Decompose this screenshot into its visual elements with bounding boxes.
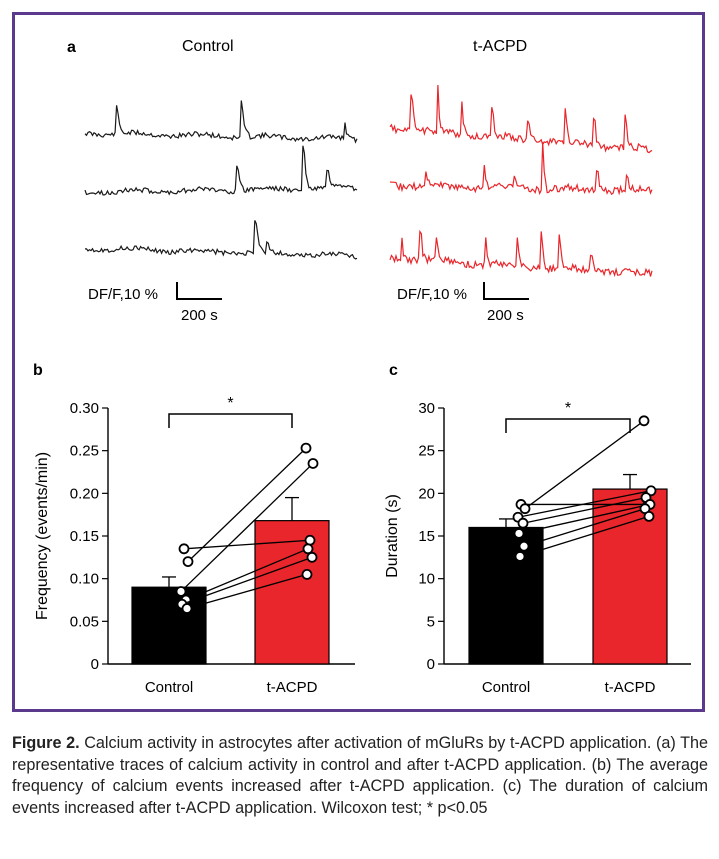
tacpd-traces bbox=[389, 84, 653, 278]
bar-t-acpd bbox=[254, 520, 330, 665]
paired-line bbox=[181, 556, 313, 605]
control-trace-title: Control bbox=[182, 38, 234, 55]
tacpd-point bbox=[300, 442, 312, 454]
control-scale-x-label: 200 s bbox=[181, 307, 218, 324]
x-tick-label: Control bbox=[482, 679, 530, 696]
tacpd-point bbox=[302, 543, 314, 555]
paired-line bbox=[517, 490, 652, 518]
control-point bbox=[175, 586, 187, 597]
y-tick-label: 30 bbox=[418, 400, 435, 417]
significance-marker: * bbox=[227, 395, 233, 412]
control-point bbox=[514, 551, 526, 562]
paired-line bbox=[518, 503, 651, 535]
tacpd-scale-bar-lines bbox=[483, 282, 529, 300]
y-tick-label: 20 bbox=[418, 485, 435, 502]
control-point bbox=[182, 556, 194, 567]
bar-control bbox=[468, 526, 544, 665]
control-point bbox=[519, 503, 531, 515]
paired-line bbox=[186, 573, 308, 610]
control-traces bbox=[84, 100, 358, 260]
paired-line bbox=[524, 420, 645, 510]
frequency-chart: 0 0.05 0.10 0.15 0.20 0.25 0.30 Frequency (even… bbox=[34, 395, 355, 696]
figure-caption: Figure 2. Calcium activity in astrocytes… bbox=[12, 733, 708, 819]
y-tick-label: 0.05 bbox=[70, 613, 99, 630]
control-point bbox=[181, 603, 193, 614]
x-tick-label: t-ACPD bbox=[605, 679, 656, 696]
tacpd-point bbox=[638, 415, 650, 427]
y-tick-label: 0.30 bbox=[70, 400, 99, 417]
significance-marker: * bbox=[565, 400, 571, 417]
control-point bbox=[513, 528, 525, 539]
control-trace-3 bbox=[85, 220, 358, 260]
significance-bracket bbox=[168, 413, 293, 428]
tacpd-trace-2 bbox=[389, 142, 653, 196]
y-tick-label: 0 bbox=[427, 656, 435, 673]
caption-text: Calcium activity in astrocytes after act… bbox=[12, 734, 708, 817]
control-scale-bar: DF/F,10 % 200 s bbox=[88, 282, 222, 324]
y-tick-label: 0.10 bbox=[70, 571, 99, 588]
bar-control bbox=[131, 586, 207, 665]
tacpd-trace-1 bbox=[389, 84, 653, 154]
paired-line bbox=[519, 515, 650, 558]
paired-line bbox=[523, 508, 646, 547]
y-axis-label: Frequency (events/min) bbox=[34, 452, 51, 620]
control-point bbox=[178, 543, 190, 555]
tacpd-point bbox=[307, 458, 319, 469]
tacpd-point bbox=[643, 510, 655, 522]
tacpd-trace-title: t-ACPD bbox=[473, 38, 527, 55]
control-scale-y-label: DF/F,10 % bbox=[88, 286, 158, 303]
tacpd-scale-x-label: 200 s bbox=[487, 307, 524, 324]
y-tick-label: 0.15 bbox=[70, 528, 99, 545]
control-scale-bar-lines bbox=[176, 282, 222, 300]
paired-line bbox=[187, 447, 307, 563]
paired-line bbox=[180, 463, 314, 592]
y-tick-label: 0.20 bbox=[70, 485, 99, 502]
duration-chart: 0 5 10 15 20 25 30 Duration (s) Control t-ACPD * bbox=[384, 400, 691, 696]
control-trace-2 bbox=[84, 145, 358, 196]
paired-line bbox=[183, 539, 311, 550]
control-point bbox=[517, 517, 529, 529]
y-tick-label: 0.25 bbox=[70, 443, 99, 460]
control-point bbox=[518, 540, 530, 552]
y-tick-label: 10 bbox=[418, 571, 435, 588]
control-trace-1 bbox=[84, 100, 358, 144]
caption-label: Figure 2. bbox=[12, 734, 80, 752]
significance-bracket bbox=[505, 418, 631, 433]
panel-a-label: a bbox=[67, 39, 76, 56]
paired-line bbox=[522, 496, 647, 524]
panel-c-label: c bbox=[389, 362, 398, 379]
tacpd-scale-bar: DF/F,10 % 200 s bbox=[397, 282, 529, 324]
y-tick-label: 15 bbox=[418, 528, 435, 545]
y-axis-label: Duration (s) bbox=[384, 494, 401, 578]
tacpd-point bbox=[304, 534, 316, 546]
tacpd-point bbox=[306, 551, 318, 563]
x-tick-label: Control bbox=[145, 679, 193, 696]
bar-t-acpd bbox=[592, 488, 668, 665]
tacpd-point bbox=[301, 569, 313, 580]
tacpd-scale-y-label: DF/F,10 % bbox=[397, 286, 467, 303]
paired-line bbox=[185, 548, 309, 601]
y-tick-label: 5 bbox=[427, 613, 435, 630]
y-tick-label: 0 bbox=[91, 656, 99, 673]
panel-b-label: b bbox=[33, 362, 43, 379]
tacpd-trace-3 bbox=[389, 229, 653, 278]
figure-frame bbox=[12, 12, 705, 712]
figure-canvas: a Control t-ACPD DF/F,10 % 200 s DF/F,10… bbox=[33, 38, 691, 696]
y-tick-label: 25 bbox=[418, 443, 435, 460]
x-tick-label: t-ACPD bbox=[267, 679, 318, 696]
